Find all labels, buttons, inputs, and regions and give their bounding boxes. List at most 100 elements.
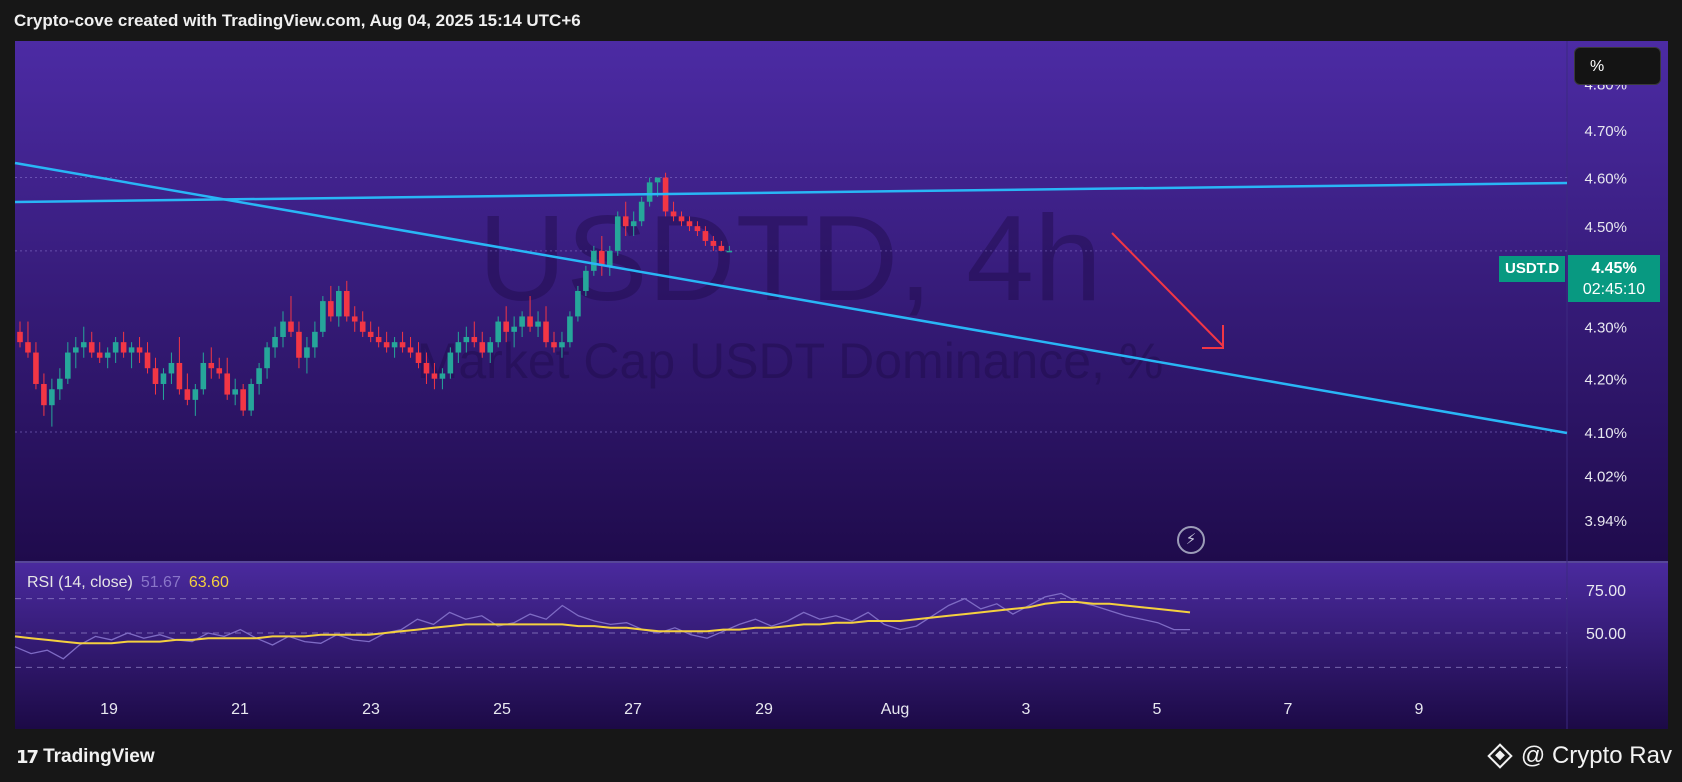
time-tick-label: 25 (493, 701, 511, 718)
candle-body (471, 336, 478, 343)
candle-body (567, 316, 573, 343)
time-tick-label: 21 (231, 701, 249, 718)
candle-body (351, 316, 358, 322)
rsi-ma-line (14, 601, 1191, 645)
candle-body (591, 250, 597, 271)
rsi-axis-ticks: 75.00 50.00 (1586, 583, 1626, 643)
candle-body (511, 326, 517, 332)
candle-body (216, 368, 223, 374)
candle-body (328, 301, 334, 317)
candle-body (41, 383, 47, 406)
candle-body (240, 389, 246, 411)
candle-body (200, 362, 207, 390)
time-tick-label: 7 (1284, 701, 1293, 718)
rsi-plot (14, 592, 1567, 668)
candle-body (312, 331, 318, 348)
tradingview-brand-text: TradingView (43, 746, 155, 767)
candle-body (367, 331, 374, 337)
candle-body (407, 347, 414, 353)
candle-body (296, 331, 302, 358)
candle-body (72, 347, 79, 353)
candle-body (423, 362, 430, 374)
candle-body (463, 336, 470, 343)
last-price-value: 4.45% (1591, 260, 1637, 277)
candle-body (543, 321, 549, 343)
candle-body (65, 352, 71, 379)
candle-body (264, 347, 270, 369)
candle-body (168, 362, 175, 374)
bearish-arrow-head (1202, 325, 1224, 349)
time-tick-label: 19 (100, 701, 118, 718)
price-tick-label: 4.50% (1584, 219, 1627, 236)
candle-body (304, 347, 310, 358)
candle-body (33, 352, 39, 384)
candle-body (654, 177, 661, 183)
candle-body (559, 342, 565, 348)
candle-body (336, 290, 342, 317)
price-axis-ticks: 4.80%4.70%4.60%4.50%4.30%4.20%4.10%4.02%… (1584, 76, 1627, 530)
tradingview-logo-icon: 17 (16, 746, 39, 768)
rsi-scale-background[interactable] (1567, 563, 1668, 729)
time-tick-label: 9 (1415, 701, 1424, 718)
rsi-legend[interactable]: RSI (14, close) 51.67 63.60 (27, 574, 229, 592)
candle-body (144, 352, 151, 369)
candle-body (375, 336, 382, 343)
price-tick-label: 4.10% (1584, 425, 1627, 442)
rsi-legend-label: RSI (14, close) (27, 574, 133, 591)
lightning-icon[interactable]: ⚡ (1177, 526, 1205, 554)
candle-body (527, 316, 533, 327)
author-credit: @ Crypto Rav (1487, 742, 1672, 770)
candle-body (599, 250, 605, 266)
price-tick-label: 3.94% (1584, 513, 1627, 530)
candle-body (694, 226, 701, 232)
candle-body (646, 182, 653, 202)
candle-body (160, 373, 167, 384)
candle-body (503, 321, 509, 332)
candle-body (224, 373, 231, 395)
rsi-line (14, 592, 1190, 660)
candle-body (710, 240, 717, 246)
candle-body (80, 342, 87, 348)
trend-drawings[interactable] (14, 161, 1568, 435)
last-price-label: 4.45% 02:45:10 (1568, 255, 1660, 302)
percent-unit-button[interactable]: % (1574, 47, 1661, 85)
candle-body (383, 342, 390, 348)
candle-body (535, 321, 541, 327)
candle-body (88, 342, 95, 353)
candle-body (718, 245, 725, 251)
candle-body (575, 290, 581, 317)
candle-body (288, 321, 294, 332)
watermark-name: Market Cap USDT Dominance, % (417, 333, 1164, 389)
candle-body (359, 321, 366, 332)
candle-body (479, 342, 486, 353)
candle-body (192, 389, 199, 400)
rsi-value: 51.67 (140, 574, 181, 591)
candle-body (248, 383, 254, 411)
candle-body (551, 342, 557, 348)
candle-body (343, 290, 350, 317)
candle-body (256, 368, 262, 384)
time-tick-label: 27 (624, 701, 642, 718)
candle-body (606, 250, 613, 266)
candle-body (487, 342, 494, 353)
main-pane-background (15, 41, 1567, 561)
candle-body (208, 362, 215, 369)
price-tick-label: 4.70% (1584, 123, 1627, 140)
candle-body (232, 389, 238, 395)
watermark-symbol: USDTD, 4h (478, 190, 1102, 326)
candle-body (415, 352, 422, 363)
candle-body (96, 352, 103, 358)
price-tick-label: 4.20% (1584, 372, 1627, 389)
candle-body (136, 347, 143, 353)
candle-body (614, 216, 621, 251)
candle-body (583, 270, 589, 291)
chart-header-title: Crypto-cove created with TradingView.com… (14, 11, 581, 30)
rsi-tick-label: 50.00 (1586, 626, 1626, 643)
candle-body (431, 373, 438, 379)
candle-body (176, 362, 183, 390)
rsi-pane-background (15, 563, 1567, 729)
candle-body (120, 342, 127, 353)
candle-body (678, 216, 685, 222)
tradingview-footer[interactable]: 17 TradingView (16, 746, 155, 768)
